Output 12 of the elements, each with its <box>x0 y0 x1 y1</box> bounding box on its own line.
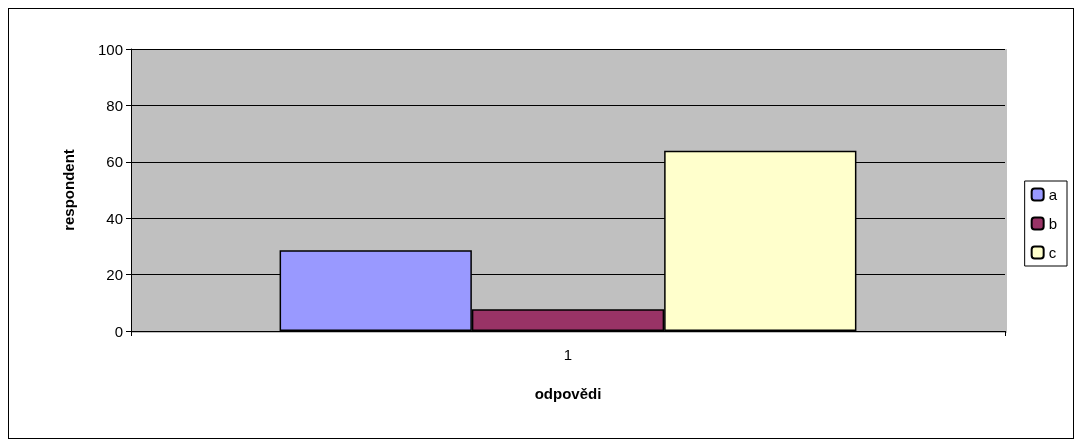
y-tick-label: 40 <box>106 209 123 227</box>
legend-label: a <box>1048 186 1058 203</box>
y-tick-label: 0 <box>114 322 123 340</box>
legend-label: b <box>1048 215 1057 232</box>
y-tick-label: 100 <box>97 40 123 58</box>
x-axis-title: odpovědi <box>534 385 602 402</box>
y-tick-label: 80 <box>106 96 123 114</box>
y-tick-label: 60 <box>106 153 123 171</box>
y-axis-title: respondent <box>60 149 77 231</box>
x-tick-label: 1 <box>563 346 573 363</box>
y-tick-label: 20 <box>106 266 123 284</box>
legend-label: c <box>1048 244 1057 261</box>
